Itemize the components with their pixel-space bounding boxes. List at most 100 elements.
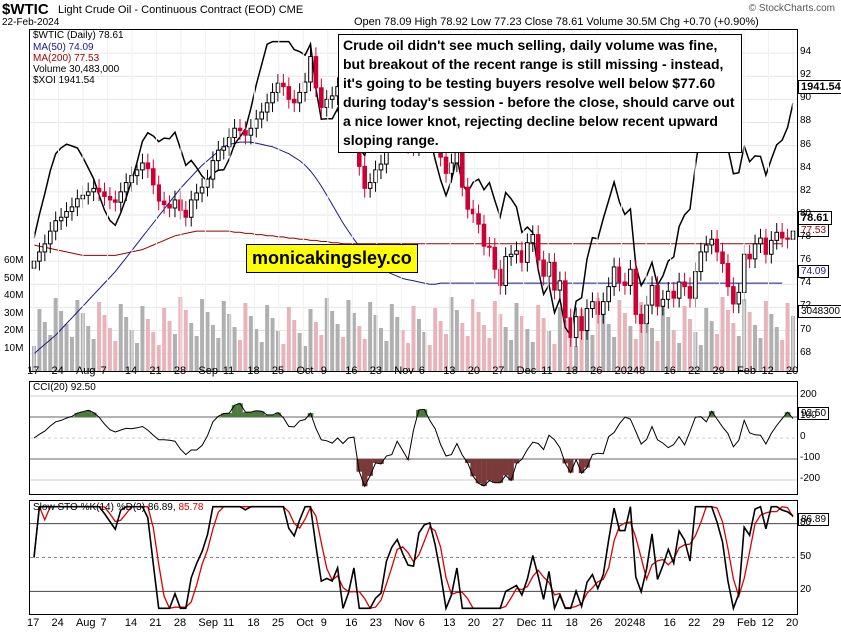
x-tick-label: 18 bbox=[247, 617, 260, 629]
volume-bar bbox=[753, 325, 758, 371]
cci-oversold-fill bbox=[372, 459, 379, 463]
volume-bar bbox=[227, 314, 232, 371]
cci-tick-label: 0 bbox=[800, 431, 806, 442]
candle-body bbox=[682, 281, 687, 288]
volume-bar bbox=[135, 343, 140, 371]
volume-bar bbox=[525, 329, 530, 371]
volume-bar bbox=[265, 305, 270, 371]
candle-body bbox=[199, 186, 205, 194]
volume-bar bbox=[774, 327, 779, 371]
volume-bar bbox=[498, 314, 503, 371]
volume-bar bbox=[736, 336, 741, 371]
cci-overbought-fill bbox=[74, 413, 81, 417]
x-tick-label: 28 bbox=[173, 365, 187, 377]
x-tick-label: 13 bbox=[443, 617, 456, 629]
volume-tick-label: 20M bbox=[4, 325, 24, 336]
x-tick-label: 18 bbox=[565, 365, 578, 377]
candle-body bbox=[145, 162, 151, 170]
instrument-title: Light Crude Oil - Continuous Contract (E… bbox=[58, 4, 276, 16]
candle-body bbox=[183, 209, 189, 218]
instrument-name: Light Crude Oil - Continuous Contract (E… bbox=[58, 4, 303, 16]
candle-body bbox=[58, 216, 64, 222]
volume-bar bbox=[308, 309, 313, 371]
x-tick-label: 17 bbox=[27, 617, 40, 629]
volume-bar bbox=[275, 331, 280, 371]
candle-body bbox=[324, 98, 330, 108]
candle-body bbox=[503, 256, 508, 286]
candle-body bbox=[134, 169, 140, 177]
candle-body bbox=[91, 187, 96, 193]
legend-sto-d: 85.78 bbox=[178, 502, 204, 513]
volume-bar bbox=[785, 303, 790, 371]
sto-tick-label: 80 bbox=[800, 516, 812, 528]
candle-body bbox=[161, 200, 167, 206]
cci-oversold-fill bbox=[356, 459, 363, 472]
volume-bar bbox=[438, 321, 443, 371]
cci-oversold-fill bbox=[513, 459, 520, 464]
candle-body bbox=[638, 313, 644, 325]
candle-body bbox=[281, 82, 286, 88]
candle-body bbox=[557, 280, 563, 291]
x-tick-label: 17 bbox=[27, 365, 40, 377]
volume-bar bbox=[601, 311, 606, 371]
candle-body bbox=[123, 182, 129, 193]
volume-bar bbox=[617, 300, 622, 371]
candle-body bbox=[644, 304, 649, 325]
volume-tick-label: 30M bbox=[4, 307, 24, 319]
x-tick-label: 16 bbox=[663, 365, 676, 377]
site-logo[interactable]: monicakingsley.co bbox=[246, 244, 418, 273]
x-tick-label: 21 bbox=[149, 365, 162, 377]
candle-body bbox=[649, 284, 655, 306]
candle-body bbox=[313, 56, 319, 89]
candle-body bbox=[37, 251, 42, 262]
x-tick-label: 9 bbox=[320, 617, 327, 629]
sto-panel bbox=[29, 500, 798, 615]
candle-body bbox=[194, 192, 199, 201]
candle-body bbox=[671, 290, 677, 299]
candle-body bbox=[747, 253, 752, 260]
volume-bar bbox=[151, 332, 156, 371]
volume-bar bbox=[341, 337, 346, 371]
price-tick-label: 82 bbox=[800, 184, 812, 196]
candle-body bbox=[622, 281, 628, 286]
candle-body bbox=[85, 191, 91, 196]
candle-body bbox=[362, 165, 368, 189]
price-tick-label: 78 bbox=[800, 231, 812, 243]
candle-body bbox=[443, 156, 449, 174]
candle-body bbox=[75, 198, 80, 208]
volume-bar bbox=[584, 322, 589, 371]
x-tick-label: 16 bbox=[345, 617, 358, 629]
candle-body bbox=[758, 237, 763, 245]
x-tick-label: 25 bbox=[271, 617, 285, 629]
legend-ma50-text: MA(50) 74.09 bbox=[33, 42, 94, 53]
volume-bar bbox=[368, 302, 373, 371]
volume-bar bbox=[595, 298, 600, 371]
candle-body bbox=[275, 82, 281, 93]
chart-date: 22-Feb-2024 bbox=[2, 17, 60, 28]
candle-body bbox=[546, 261, 552, 277]
volume-bar bbox=[519, 316, 524, 371]
volume-bar bbox=[113, 341, 118, 371]
candle-body bbox=[595, 301, 601, 315]
volume-bar bbox=[172, 334, 177, 371]
candle-body bbox=[736, 291, 742, 305]
volume-bar bbox=[433, 308, 438, 371]
volume-bar bbox=[725, 310, 730, 371]
candle-body bbox=[53, 220, 58, 232]
x-tick-label: 23 bbox=[369, 365, 383, 377]
cci-overbought-fill bbox=[269, 414, 276, 417]
volume-bar bbox=[162, 308, 167, 371]
price-tick-label: 72 bbox=[800, 300, 812, 312]
x-tick-label: Feb bbox=[737, 617, 756, 629]
candle-body bbox=[465, 186, 471, 210]
candle-body bbox=[568, 317, 574, 338]
volume-bar bbox=[64, 324, 69, 371]
volume-bar bbox=[183, 310, 188, 371]
candle-body bbox=[64, 210, 69, 218]
volume-bar bbox=[395, 317, 400, 371]
legend-volume-text: Volume 30,483,000 bbox=[33, 64, 120, 75]
volume-bar bbox=[156, 345, 161, 371]
cci-tick-label: 100 bbox=[800, 410, 817, 421]
cci-oversold-fill bbox=[567, 459, 574, 473]
volume-bar bbox=[384, 341, 389, 371]
